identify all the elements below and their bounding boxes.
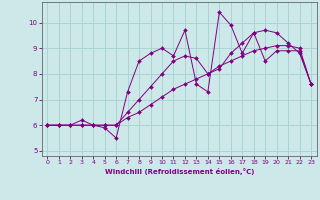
X-axis label: Windchill (Refroidissement éolien,°C): Windchill (Refroidissement éolien,°C) (105, 168, 254, 175)
